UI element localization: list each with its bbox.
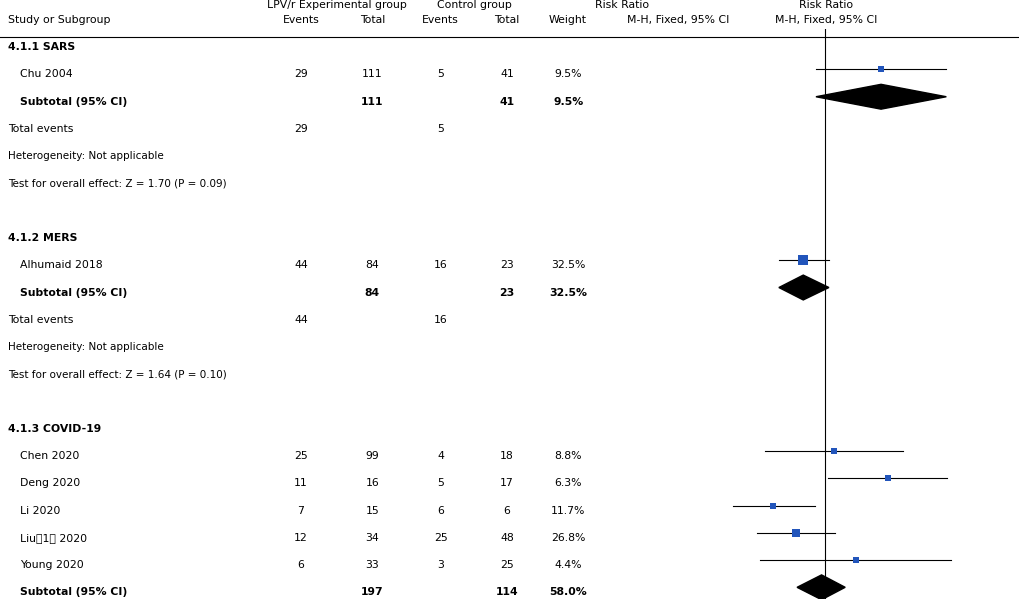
Text: 29: 29 bbox=[293, 124, 308, 134]
Text: 29: 29 bbox=[293, 69, 308, 80]
Text: 197: 197 bbox=[361, 587, 383, 597]
Text: 44: 44 bbox=[293, 315, 308, 325]
Text: 12: 12 bbox=[293, 533, 308, 543]
Text: 25: 25 bbox=[293, 451, 308, 461]
Text: Alhumaid 2018: Alhumaid 2018 bbox=[20, 260, 103, 270]
Text: Total events: Total events bbox=[8, 124, 73, 134]
Text: 26.8%: 26.8% bbox=[550, 533, 585, 543]
Text: 4.1.3 COVID-19: 4.1.3 COVID-19 bbox=[8, 424, 101, 434]
Text: 17: 17 bbox=[499, 478, 514, 488]
Text: 16: 16 bbox=[433, 260, 447, 270]
Polygon shape bbox=[796, 575, 845, 599]
Text: Total: Total bbox=[494, 15, 519, 25]
Text: 4: 4 bbox=[437, 451, 443, 461]
Text: 44: 44 bbox=[293, 260, 308, 270]
Text: 11.7%: 11.7% bbox=[550, 506, 585, 516]
Text: 11: 11 bbox=[293, 478, 308, 488]
Text: 0.75 [0.54, 1.06]: 0.75 [0.54, 1.06] bbox=[627, 288, 729, 298]
Text: 16: 16 bbox=[433, 315, 447, 325]
Text: 2.14 [0.89, 5.16]: 2.14 [0.89, 5.16] bbox=[627, 96, 729, 107]
Text: Events: Events bbox=[422, 15, 459, 25]
Text: 6.3%: 6.3% bbox=[554, 478, 581, 488]
Point bbox=[795, 255, 811, 265]
Text: Heterogeneity: Not applicable: Heterogeneity: Not applicable bbox=[8, 342, 164, 352]
Text: Control group: Control group bbox=[436, 0, 512, 10]
Text: Li 2020: Li 2020 bbox=[20, 506, 61, 516]
Polygon shape bbox=[779, 275, 828, 300]
Text: Liu、1、 2020: Liu、1、 2020 bbox=[20, 533, 88, 543]
Text: 9.5%: 9.5% bbox=[552, 96, 583, 107]
Point bbox=[764, 501, 781, 510]
Text: Chu 2004: Chu 2004 bbox=[20, 69, 73, 80]
Point bbox=[847, 555, 863, 565]
Text: 1.14 [0.45, 2.88]: 1.14 [0.45, 2.88] bbox=[627, 451, 717, 461]
Text: Subtotal (95% CI): Subtotal (95% CI) bbox=[20, 288, 127, 298]
Text: 84: 84 bbox=[365, 288, 379, 298]
Text: 4.1.1 SARS: 4.1.1 SARS bbox=[8, 42, 75, 52]
Text: 111: 111 bbox=[361, 96, 383, 107]
Text: 111: 111 bbox=[362, 69, 382, 80]
Text: 6: 6 bbox=[503, 506, 510, 516]
Point bbox=[872, 65, 889, 74]
Text: 4.1.2 MERS: 4.1.2 MERS bbox=[8, 233, 77, 243]
Text: 15: 15 bbox=[365, 506, 379, 516]
Text: Subtotal (95% CI): Subtotal (95% CI) bbox=[20, 96, 127, 107]
Text: M-H, Fixed, 95% CI: M-H, Fixed, 95% CI bbox=[774, 15, 876, 25]
Text: Weight: Weight bbox=[548, 15, 587, 25]
Text: 23: 23 bbox=[499, 260, 514, 270]
Text: Test for overall effect: Z = 1.64 (P = 0.10): Test for overall effect: Z = 1.64 (P = 0… bbox=[8, 369, 226, 379]
Text: 1.52 [0.42, 5.48]: 1.52 [0.42, 5.48] bbox=[627, 560, 717, 570]
Text: 25: 25 bbox=[433, 533, 447, 543]
Text: Young 2020: Young 2020 bbox=[20, 560, 85, 570]
Text: 4.4%: 4.4% bbox=[554, 560, 581, 570]
Text: 33: 33 bbox=[365, 560, 379, 570]
Point bbox=[878, 473, 895, 483]
Text: 6: 6 bbox=[437, 506, 443, 516]
Text: 0.75 [0.54, 1.06]: 0.75 [0.54, 1.06] bbox=[627, 260, 718, 270]
Text: 9.5%: 9.5% bbox=[554, 69, 581, 80]
Text: 32.5%: 32.5% bbox=[548, 288, 587, 298]
Text: Heterogeneity: Not applicable: Heterogeneity: Not applicable bbox=[8, 151, 164, 161]
Text: 5: 5 bbox=[437, 124, 443, 134]
Point bbox=[787, 528, 803, 538]
Text: 114: 114 bbox=[495, 587, 518, 597]
Text: Events: Events bbox=[282, 15, 319, 25]
Text: Study or Subgroup: Study or Subgroup bbox=[8, 15, 110, 25]
Point bbox=[825, 446, 842, 456]
Text: Risk Ratio: Risk Ratio bbox=[594, 0, 649, 10]
Text: Deng 2020: Deng 2020 bbox=[20, 478, 81, 488]
Text: Total events: Total events bbox=[8, 315, 73, 325]
Text: 99: 99 bbox=[365, 451, 379, 461]
Text: 16: 16 bbox=[365, 478, 379, 488]
Text: 0.68 [0.40, 1.15]: 0.68 [0.40, 1.15] bbox=[627, 533, 718, 543]
Text: 41: 41 bbox=[499, 96, 514, 107]
Text: 0.96 [0.69, 1.32]: 0.96 [0.69, 1.32] bbox=[627, 587, 729, 598]
Text: Total: Total bbox=[360, 15, 384, 25]
Text: Chen 2020: Chen 2020 bbox=[20, 451, 79, 461]
Text: 84: 84 bbox=[365, 260, 379, 270]
Text: Subtotal (95% CI): Subtotal (95% CI) bbox=[20, 587, 127, 597]
Text: 23: 23 bbox=[499, 288, 514, 298]
Text: Test for overall effect: Z = 1.70 (P = 0.09): Test for overall effect: Z = 1.70 (P = 0… bbox=[8, 179, 226, 189]
Text: 32.5%: 32.5% bbox=[550, 260, 585, 270]
Text: M-H, Fixed, 95% CI: M-H, Fixed, 95% CI bbox=[627, 15, 729, 25]
Polygon shape bbox=[815, 84, 946, 109]
Text: 6: 6 bbox=[298, 560, 304, 570]
Text: 3: 3 bbox=[437, 560, 443, 570]
Text: 7: 7 bbox=[298, 506, 304, 516]
Text: 48: 48 bbox=[499, 533, 514, 543]
Text: 18: 18 bbox=[499, 451, 514, 461]
Text: 41: 41 bbox=[499, 69, 514, 80]
Text: 5: 5 bbox=[437, 69, 443, 80]
Text: LPV/r Experimental group: LPV/r Experimental group bbox=[266, 0, 407, 10]
Text: 8.8%: 8.8% bbox=[554, 451, 581, 461]
Text: 58.0%: 58.0% bbox=[548, 587, 587, 597]
Text: 5: 5 bbox=[437, 478, 443, 488]
Text: 0.50 [0.29, 0.88]: 0.50 [0.29, 0.88] bbox=[627, 506, 718, 516]
Text: 2.14 [0.89, 5.16]: 2.14 [0.89, 5.16] bbox=[627, 69, 717, 80]
Text: 2.34 [1.04, 5.24]: 2.34 [1.04, 5.24] bbox=[627, 478, 717, 488]
Text: Risk Ratio: Risk Ratio bbox=[798, 0, 853, 10]
Text: 34: 34 bbox=[365, 533, 379, 543]
Text: 25: 25 bbox=[499, 560, 514, 570]
